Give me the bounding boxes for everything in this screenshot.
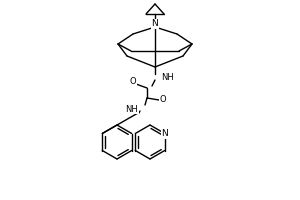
Text: O: O bbox=[130, 77, 136, 86]
Text: NH: NH bbox=[161, 72, 174, 82]
Text: O: O bbox=[160, 96, 166, 104]
Text: NH: NH bbox=[125, 104, 138, 114]
Text: N: N bbox=[152, 20, 158, 28]
Text: N: N bbox=[161, 129, 168, 138]
